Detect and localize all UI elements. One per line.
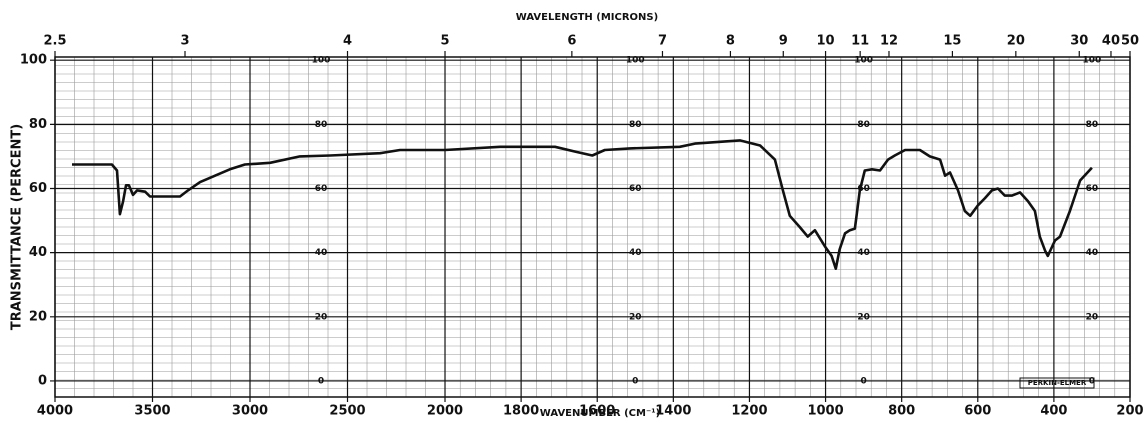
top-tick-label: 7 [658, 34, 667, 49]
x-tick-label: 2000 [427, 404, 463, 419]
y-tick-label: 60 [29, 181, 47, 196]
x-tick-label: 1600 [579, 404, 615, 419]
top-tick-label: 30 [1070, 34, 1088, 49]
x-tick-label: 400 [1040, 404, 1067, 419]
top-tick-label: 2.5 [43, 34, 66, 49]
top-tick-label: 11 [851, 34, 869, 49]
inner-scale-label: 60 [1086, 184, 1099, 194]
x-tick-label: 800 [888, 404, 915, 419]
inner-scale-label: 40 [857, 248, 870, 258]
inner-scale-label: 80 [857, 120, 870, 130]
y-tick-label: 40 [29, 245, 47, 260]
inner-scale-label: 100 [312, 56, 331, 66]
inner-scale-label: 40 [629, 248, 642, 258]
inner-scale-label: 20 [315, 312, 328, 322]
top-tick-label: 40 [1102, 34, 1120, 49]
x-tick-label: 200 [1116, 404, 1143, 419]
inner-scale-label: 0 [318, 376, 324, 386]
y-tick-label: 0 [38, 373, 47, 388]
top-tick-label: 8 [726, 34, 735, 49]
top-axis-title: WAVELENGTH (MICRONS) [516, 12, 658, 23]
inner-scale-label: 20 [1086, 312, 1099, 322]
inner-scale-label: 20 [629, 312, 642, 322]
x-axis-title: WAVENUMBER (CM⁻¹) [540, 408, 660, 419]
top-tick-label: 5 [440, 34, 449, 49]
inner-scale-label: 60 [857, 184, 870, 194]
top-tick-label: 3 [180, 34, 189, 49]
top-tick-label: 50 [1121, 34, 1139, 49]
brand-box [1019, 377, 1095, 389]
inner-scale-label: 80 [1086, 120, 1099, 130]
x-tick-label: 600 [964, 404, 991, 419]
inner-scale-label: 60 [629, 184, 642, 194]
x-tick-label: 1400 [655, 404, 691, 419]
inner-scale-label: 80 [629, 120, 642, 130]
top-tick-label: 10 [817, 34, 835, 49]
y-tick-label: 100 [20, 53, 47, 68]
x-tick-label: 3000 [232, 404, 268, 419]
top-tick-label: 9 [779, 34, 788, 49]
top-tick-label: 20 [1007, 34, 1025, 49]
top-tick-label: 4 [343, 34, 352, 49]
x-tick-label: 4000 [37, 404, 73, 419]
inner-scale-label: 60 [315, 184, 328, 194]
inner-scale-label: 0 [860, 376, 866, 386]
inner-scale-label: 0 [1089, 376, 1095, 386]
inner-scale-label: 40 [1086, 248, 1099, 258]
inner-scale-label: 100 [1083, 56, 1102, 66]
x-tick-label: 1000 [807, 404, 843, 419]
y-axis-title: TRANSMITTANCE (PERCENT) [10, 124, 25, 330]
x-tick-label: 2500 [329, 404, 365, 419]
inner-scale-label: 100 [626, 56, 645, 66]
inner-scale-label: 20 [857, 312, 870, 322]
spectrum-line [72, 139, 1093, 270]
x-tick-label: 1800 [503, 404, 539, 419]
x-tick-label: 1200 [731, 404, 767, 419]
inner-scale-label: 40 [315, 248, 328, 258]
y-tick-label: 20 [29, 309, 47, 324]
x-tick-label: 3500 [134, 404, 170, 419]
inner-scale-label: 0 [632, 376, 638, 386]
top-tick-label: 12 [880, 34, 898, 49]
top-tick-label: 15 [943, 34, 961, 49]
inner-scale-label: 80 [315, 120, 328, 130]
top-tick-label: 6 [567, 34, 576, 49]
brand: PERKIN-ELMER [1028, 379, 1087, 387]
y-tick-label: 80 [29, 117, 47, 132]
inner-scale-label: 100 [854, 56, 873, 66]
